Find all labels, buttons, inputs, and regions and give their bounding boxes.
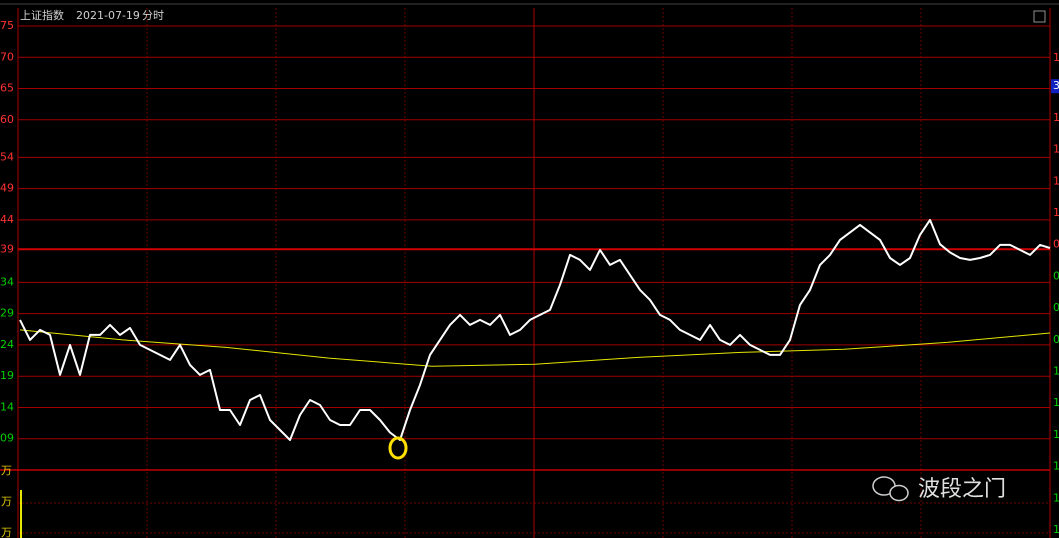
- wechat-icon: [889, 484, 909, 502]
- y-tick-label: 14: [0, 400, 14, 413]
- y-tick-label: 09: [0, 432, 14, 445]
- y-tick-label: 29: [0, 307, 14, 320]
- watermark-text: 波段之门: [918, 477, 1006, 502]
- right-axis-label: 1: [1053, 428, 1059, 441]
- right-axis-label: 1: [1053, 523, 1059, 536]
- right-axis-label: 3: [1053, 79, 1059, 92]
- right-axis-label: 1: [1053, 143, 1059, 156]
- window-button[interactable]: [1033, 10, 1046, 23]
- right-axis-label: 1: [1053, 51, 1059, 64]
- right-axis-label: 1: [1053, 460, 1059, 473]
- y-tick-label: 49: [0, 182, 14, 195]
- volume-axis-label: 万: [1, 526, 12, 538]
- y-tick-label: 70: [0, 50, 14, 63]
- price-line: [19, 218, 1051, 441]
- right-axis-label: 1: [1053, 491, 1059, 504]
- y-tick-label: 34: [0, 275, 14, 288]
- volume-axis-label: 万: [1, 464, 12, 477]
- y-tick-label: 65: [0, 82, 14, 95]
- low-marker: [388, 436, 408, 460]
- y-tick-label: 75: [0, 19, 14, 32]
- right-axis-label: 1: [1053, 396, 1059, 409]
- right-axis-label: 1: [1053, 206, 1059, 219]
- volume-axis-label: 万: [1, 495, 12, 508]
- y-tick-label: 19: [0, 369, 14, 382]
- right-axis-label: 0: [1053, 238, 1059, 251]
- chart-title: 上证指数: [20, 8, 64, 22]
- chart-date: 2021-07-19: [76, 9, 140, 22]
- y-tick-label: 54: [0, 150, 14, 163]
- right-axis-label: 0: [1053, 269, 1059, 282]
- y-tick-label: 24: [0, 338, 14, 351]
- right-label-box: [1051, 79, 1059, 94]
- watermark: 波段之门: [872, 476, 1006, 502]
- right-axis-label: 1: [1053, 365, 1059, 378]
- y-tick-label: 39: [0, 242, 14, 255]
- right-axis-label: 0: [1053, 333, 1059, 346]
- y-tick-label: 44: [0, 213, 14, 226]
- right-axis-label: 0: [1053, 301, 1059, 314]
- average-line: [19, 329, 1051, 367]
- right-axis-label: 1: [1053, 111, 1059, 124]
- chart-mode: 分时: [142, 9, 164, 22]
- right-axis-label: 1: [1053, 174, 1059, 187]
- y-tick-label: 60: [0, 113, 14, 126]
